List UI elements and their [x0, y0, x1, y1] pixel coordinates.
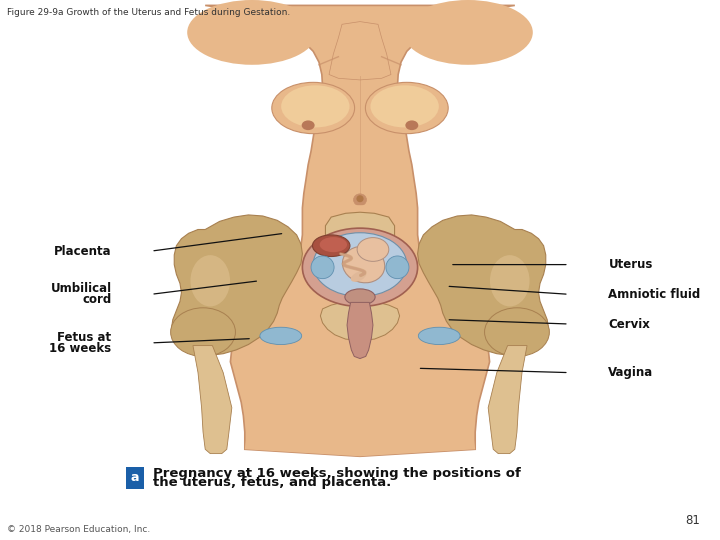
Ellipse shape: [282, 85, 350, 127]
FancyBboxPatch shape: [126, 467, 144, 489]
Polygon shape: [488, 346, 527, 454]
Ellipse shape: [343, 246, 384, 283]
Ellipse shape: [356, 195, 364, 202]
Ellipse shape: [418, 327, 460, 345]
Text: Figure 29-9a Growth of the Uterus and Fetus during Gestation.: Figure 29-9a Growth of the Uterus and Fe…: [7, 8, 290, 17]
Polygon shape: [193, 346, 232, 454]
Polygon shape: [347, 302, 373, 359]
Ellipse shape: [313, 233, 407, 296]
Ellipse shape: [365, 82, 448, 133]
Text: 16 weeks: 16 weeks: [50, 342, 112, 355]
Text: Placenta: Placenta: [54, 245, 112, 258]
Polygon shape: [329, 22, 391, 80]
Text: Uterus: Uterus: [608, 258, 653, 271]
Ellipse shape: [403, 0, 533, 65]
Polygon shape: [245, 205, 475, 456]
Circle shape: [405, 120, 418, 130]
Circle shape: [302, 120, 315, 130]
Ellipse shape: [302, 228, 418, 307]
Circle shape: [485, 308, 549, 356]
Ellipse shape: [271, 82, 354, 133]
Polygon shape: [171, 215, 302, 355]
Ellipse shape: [386, 256, 409, 279]
Ellipse shape: [351, 271, 366, 282]
Text: Vagina: Vagina: [608, 366, 654, 379]
Ellipse shape: [187, 0, 317, 65]
Text: the uterus, fetus, and placenta.: the uterus, fetus, and placenta.: [153, 476, 391, 489]
Ellipse shape: [320, 237, 347, 252]
Text: Fetus at: Fetus at: [58, 331, 112, 344]
Polygon shape: [205, 5, 515, 456]
Polygon shape: [325, 212, 395, 258]
Text: Pregnancy at 16 weeks, showing the positions of: Pregnancy at 16 weeks, showing the posit…: [153, 467, 521, 480]
Ellipse shape: [260, 327, 302, 345]
Ellipse shape: [490, 255, 529, 307]
Text: © 2018 Pearson Education, Inc.: © 2018 Pearson Education, Inc.: [7, 524, 150, 534]
Ellipse shape: [190, 255, 230, 307]
Ellipse shape: [345, 289, 375, 305]
Polygon shape: [320, 301, 400, 340]
Text: cord: cord: [82, 293, 112, 306]
Circle shape: [357, 238, 389, 261]
Ellipse shape: [311, 256, 334, 279]
Text: Umbilical: Umbilical: [50, 282, 112, 295]
Ellipse shape: [312, 235, 350, 256]
Text: Cervix: Cervix: [608, 318, 650, 330]
Text: a: a: [131, 471, 139, 484]
Polygon shape: [418, 215, 549, 355]
Text: 81: 81: [685, 514, 700, 526]
Ellipse shape: [371, 85, 439, 127]
Text: Amniotic fluid: Amniotic fluid: [608, 288, 701, 301]
Ellipse shape: [354, 194, 366, 206]
Circle shape: [171, 308, 235, 356]
